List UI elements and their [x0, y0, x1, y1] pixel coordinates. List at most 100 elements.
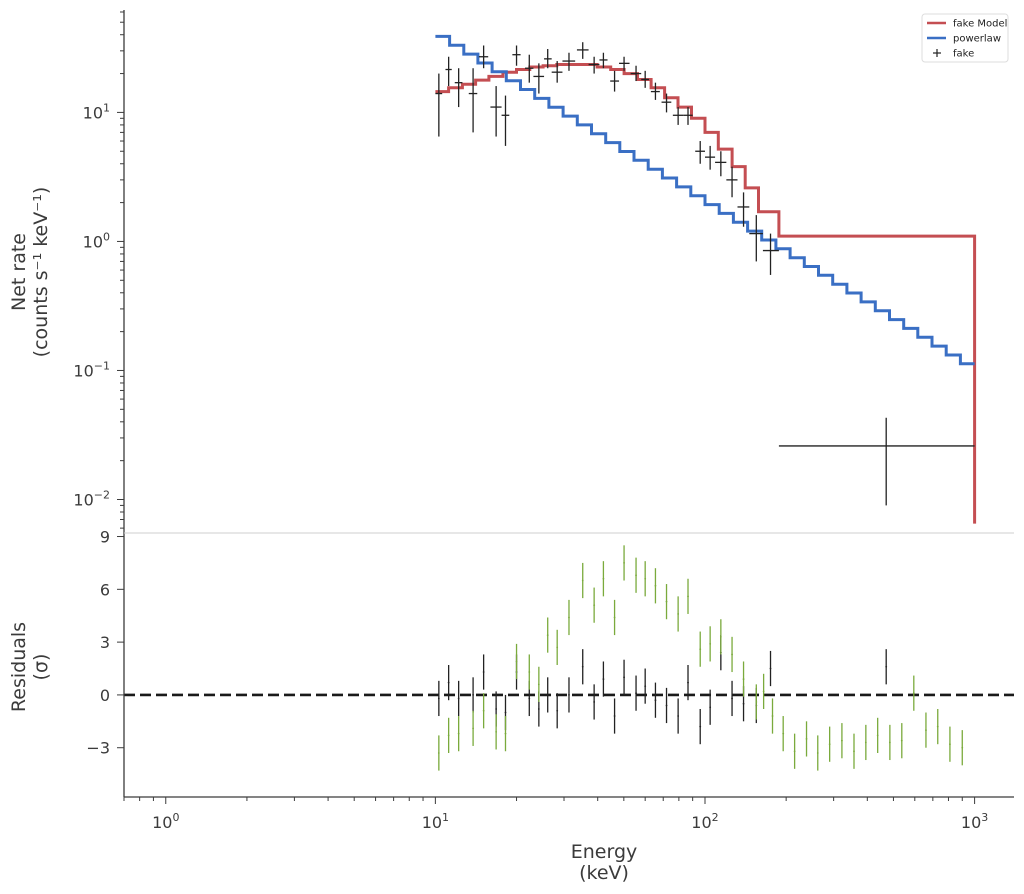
residual-point-fake: [709, 689, 712, 725]
residual-marker: [853, 750, 855, 753]
residual-point-powerlaw: [864, 724, 867, 761]
data-point: [490, 86, 502, 137]
residual-point-powerlaw: [762, 673, 765, 709]
residual-point-powerlaw: [900, 723, 903, 759]
residual-point-powerlaw: [677, 596, 680, 632]
residual-point-fake: [623, 659, 625, 695]
residual-point-fake: [602, 661, 605, 697]
bottom-y-tick-label: 0: [100, 686, 110, 705]
residual-marker: [495, 708, 498, 710]
residual-point-powerlaw: [755, 684, 758, 720]
residual-marker: [762, 690, 765, 693]
residual-marker: [900, 739, 903, 742]
residual-point-powerlaw: [949, 726, 951, 762]
residual-marker: [613, 715, 616, 717]
residual-point-powerlaw: [805, 721, 808, 757]
residual-point-powerlaw: [876, 717, 879, 753]
data-point: [650, 82, 660, 100]
residual-marker: [495, 730, 498, 733]
residual-point-powerlaw: [925, 712, 927, 748]
data-point: [715, 151, 727, 177]
bottom-y-axis-label: Residuals: [8, 622, 30, 712]
residual-marker: [644, 577, 647, 580]
data-point: [737, 192, 750, 227]
residual-marker: [504, 711, 507, 714]
residual-point-powerlaw: [644, 561, 647, 597]
residual-marker: [654, 699, 657, 702]
residual-point-powerlaw: [828, 726, 831, 762]
residual-point-fake: [472, 677, 474, 713]
data-point: [445, 56, 452, 87]
residual-point-fake: [447, 665, 450, 701]
top-y-axis-label: Net rate: [8, 233, 30, 311]
residual-point-powerlaw: [665, 584, 668, 620]
residual-point-powerlaw: [482, 693, 485, 729]
residual-marker: [912, 692, 915, 695]
residual-point-powerlaw: [719, 619, 722, 655]
residual-point-powerlaw: [699, 631, 702, 667]
legend-label: powerlaw: [953, 34, 1001, 45]
residual-point-powerlaw: [437, 735, 440, 771]
residual-point-fake: [482, 654, 485, 690]
residual-marker: [677, 715, 680, 717]
x-tick-label: 102: [691, 811, 718, 832]
residual-marker: [644, 685, 647, 688]
residual-point-powerlaw: [515, 643, 518, 680]
data-point: [562, 52, 576, 71]
residual-point-powerlaw: [771, 698, 774, 734]
data-point: [533, 63, 545, 94]
residual-point-powerlaw: [936, 709, 939, 745]
residual-marker: [515, 660, 518, 663]
residual-marker: [623, 562, 625, 564]
top-y-tick-label: 101: [83, 101, 110, 122]
residual-marker: [635, 692, 637, 695]
legend-box: [921, 13, 1009, 63]
data-point: [512, 45, 521, 66]
residual-point-fake: [556, 693, 559, 729]
residual-marker: [719, 635, 722, 638]
residual-marker: [528, 697, 531, 700]
residual-marker: [731, 653, 733, 656]
series-line-fake-model: [435, 63, 977, 524]
top-y-tick-label: 10−2: [73, 488, 110, 509]
residual-marker: [447, 734, 450, 737]
residual-marker: [623, 676, 625, 679]
residual-point-fake: [613, 698, 616, 734]
residual-marker: [457, 697, 460, 700]
data-point: [762, 233, 779, 275]
residual-marker: [482, 671, 485, 673]
residual-point-fake: [644, 668, 647, 704]
residual-marker: [731, 697, 733, 700]
residual-marker: [949, 743, 951, 746]
residual-marker: [709, 642, 712, 645]
residual-point-powerlaw: [495, 714, 498, 750]
residual-point-powerlaw: [816, 735, 819, 771]
residual-marker: [546, 694, 549, 696]
residual-point-fake: [677, 698, 680, 734]
legend-entry: fake Model: [927, 19, 1007, 30]
residual-marker: [936, 725, 939, 728]
residual-marker: [581, 579, 584, 582]
data-point: [630, 65, 642, 82]
data-point: [501, 95, 510, 146]
residual-marker: [687, 595, 689, 598]
residual-marker: [864, 741, 867, 744]
residual-point-powerlaw: [546, 617, 549, 653]
residual-point-fake: [546, 677, 549, 713]
residual-marker: [556, 709, 559, 712]
residual-marker: [742, 702, 745, 705]
residual-marker: [782, 732, 785, 735]
residual-marker: [437, 752, 440, 754]
residual-point-fake: [769, 650, 772, 687]
data-point: [726, 166, 738, 198]
data-point: [454, 68, 463, 108]
x-tick-label: 100: [152, 811, 179, 832]
residual-point-powerlaw: [654, 568, 657, 604]
data-point: [610, 70, 620, 92]
residual-point-fake: [665, 687, 668, 724]
residual-marker: [537, 683, 540, 686]
residual-point-powerlaw: [447, 717, 450, 753]
residual-marker: [546, 634, 549, 636]
data-point: [599, 52, 608, 69]
